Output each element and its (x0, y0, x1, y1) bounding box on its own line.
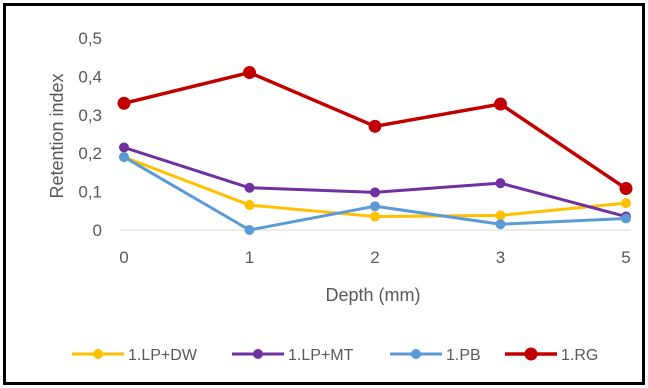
y-tick-label: 0,5 (78, 29, 102, 48)
series-layer (117, 66, 633, 235)
y-tick-label: 0,2 (78, 144, 102, 163)
x-tick-label: 1 (245, 248, 254, 267)
data-point (244, 200, 255, 211)
legend: 1.LP+DW 1.LP+MT 1.PB 1.RG (72, 347, 598, 364)
data-point (117, 96, 131, 110)
legend-swatch-marker (411, 349, 421, 359)
series-1.RG (117, 66, 633, 196)
series-1.LP+MT (119, 142, 631, 222)
data-point (494, 97, 507, 111)
legend-item: 1.PB (390, 347, 481, 364)
data-point (619, 182, 633, 196)
data-point (368, 119, 382, 133)
data-point (119, 152, 129, 163)
legend-item: 1.RG (505, 347, 598, 364)
legend-swatch-marker (524, 347, 538, 361)
legend-item: 1.LP+MT (232, 347, 354, 364)
data-point (370, 211, 380, 222)
x-tick-label: 0 (119, 248, 128, 267)
x-axis-ticks: 0 1 2 3 5 (119, 248, 630, 267)
data-point (495, 219, 506, 230)
data-point (370, 187, 380, 198)
x-tick-label: 3 (496, 248, 505, 267)
legend-item: 1.LP+DW (72, 347, 198, 364)
data-point (495, 178, 506, 189)
y-tick-label: 0,3 (78, 106, 102, 125)
data-point (370, 201, 380, 212)
legend-swatch-marker (253, 349, 263, 359)
y-tick-label: 0 (93, 221, 102, 240)
legend-label: 1.LP+DW (128, 347, 198, 364)
data-point (621, 198, 631, 209)
series-1.PB (119, 152, 631, 235)
legend-label: 1.PB (446, 347, 481, 364)
y-axis-ticks: 0 0,1 0,2 0,3 0,4 0,5 (78, 29, 102, 240)
legend-swatch-marker (93, 349, 103, 359)
x-tick-label: 2 (370, 248, 379, 267)
data-point (621, 213, 631, 224)
x-axis-title: Depth (mm) (325, 285, 420, 305)
y-tick-label: 0,1 (78, 183, 102, 202)
data-point (495, 210, 506, 221)
y-tick-label: 0,4 (78, 67, 102, 86)
legend-label: 1.RG (561, 347, 598, 364)
series-1.LP+DW (119, 152, 631, 222)
y-axis-title: Retention index (47, 73, 67, 198)
data-point (244, 182, 255, 193)
data-point (244, 225, 255, 235)
legend-label: 1.LP+MT (288, 347, 354, 364)
x-tick-label: 5 (621, 248, 630, 267)
data-point (119, 142, 129, 153)
data-point (243, 66, 256, 80)
